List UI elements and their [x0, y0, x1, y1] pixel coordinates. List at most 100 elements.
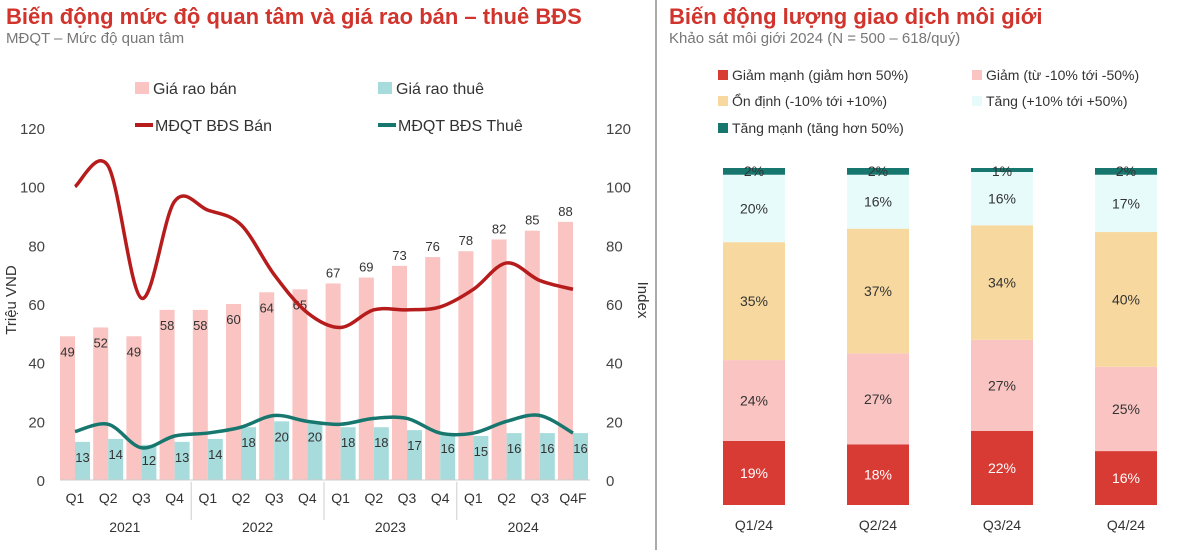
bar-rent-label: 16 [573, 441, 587, 456]
bar-rent-price [141, 444, 157, 480]
y2-tick-label: 60 [606, 297, 623, 314]
bar-sale-price [192, 309, 208, 480]
segment-label: 34% [988, 275, 1016, 291]
segment-label: 16% [988, 190, 1016, 206]
y-tick-label: 100 [20, 180, 45, 197]
right-chart-subtitle: Khảo sát môi giới 2024 (N = 500 – 618/qu… [669, 30, 961, 47]
x-tick-label: Q1 [198, 490, 217, 506]
bar-rent-price [407, 430, 422, 480]
bar-sale-label: 76 [425, 239, 439, 254]
bar-rent-label: 18 [374, 435, 388, 450]
bar-rent-label: 15 [474, 444, 488, 459]
segment-label: 18% [864, 467, 892, 483]
y2-axis-label: Index [634, 282, 651, 319]
x-tick-label: Q3/24 [983, 517, 1021, 533]
segment-label: 2% [744, 163, 764, 179]
stacked-bar-segment [723, 174, 785, 243]
bar-sale-price [558, 221, 573, 480]
x-tick-label: Q3 [530, 490, 549, 506]
y-tick-label: 80 [28, 238, 45, 255]
legend-label: Giảm (từ -10% tới -50%) [986, 67, 1139, 83]
x-tick-label: Q2 [497, 490, 516, 506]
legend-swatch [378, 123, 396, 127]
legend-label: Giá rao thuê [396, 81, 484, 98]
x-tick-label: Q2 [99, 490, 118, 506]
bar-sale-price [425, 257, 441, 480]
x-tick-label: Q3 [132, 490, 151, 506]
y2-tick-label: 120 [606, 121, 631, 138]
legend-label: Ổn định (-10% tới +10%) [732, 92, 887, 109]
segment-label: 27% [988, 377, 1016, 393]
segment-label: 24% [740, 393, 768, 409]
y2-tick-label: 0 [606, 473, 614, 490]
segment-label: 20% [740, 200, 768, 216]
bar-sale-label: 88 [558, 204, 572, 219]
bar-rent-price [307, 421, 323, 480]
bar-rent-label: 17 [407, 438, 421, 453]
x-tick-label: Q4/24 [1107, 517, 1145, 533]
bar-sale-label: 49 [127, 344, 141, 359]
bar-rent-label: 12 [142, 453, 156, 468]
right-chart-title: Biến động lượng giao dịch môi giới [669, 4, 1043, 29]
bar-sale-label: 73 [392, 248, 406, 263]
bar-sale-price [159, 309, 175, 480]
y-tick-label: 20 [28, 414, 45, 431]
bar-sale-price [358, 277, 374, 480]
bar-sale-label: 64 [259, 300, 273, 315]
y2-tick-label: 40 [606, 356, 623, 373]
y-axis-label: Triệu VND [3, 265, 20, 335]
bar-sale-label: 60 [226, 312, 240, 327]
bar-rent-label: 16 [507, 441, 521, 456]
legend-swatch [972, 70, 982, 80]
bar-rent-price [174, 441, 190, 480]
bar-rent-price [207, 438, 223, 480]
stacked-bar-segment [847, 168, 909, 175]
bar-rent-label: 16 [440, 441, 454, 456]
stacked-bar-segment [971, 339, 1033, 431]
legend-swatch [378, 82, 392, 94]
y-tick-label: 120 [20, 121, 45, 138]
year-label: 2023 [375, 519, 406, 535]
bar-rent-label: 18 [241, 435, 255, 450]
x-tick-label: Q4 [165, 490, 184, 506]
x-tick-label: Q2/24 [859, 517, 897, 533]
stacked-bar-segment [1095, 451, 1157, 505]
segment-label: 17% [1112, 195, 1140, 211]
bar-sale-price [292, 289, 308, 480]
stacked-bar-segment [723, 360, 785, 441]
bar-sale-label: 78 [459, 233, 473, 248]
segment-label: 35% [740, 293, 768, 309]
x-tick-label: Q2 [232, 490, 251, 506]
stacked-bar-segment [971, 171, 1033, 226]
segment-label: 25% [1112, 401, 1140, 417]
legend-label: Tăng (+10% tới +50%) [986, 93, 1127, 109]
stacked-bar-segment [847, 444, 909, 505]
legend-label: Giảm mạnh (giảm hơn 50%) [732, 67, 908, 83]
bar-sale-label: 49 [60, 344, 74, 359]
bar-rent-label: 20 [274, 429, 288, 444]
segment-label: 37% [864, 283, 892, 299]
line-sale-index [73, 159, 574, 330]
legend-swatch [718, 70, 728, 80]
x-tick-label: Q1 [66, 490, 85, 506]
bar-sale-label: 85 [525, 213, 539, 228]
year-label: 2021 [109, 519, 140, 535]
segment-label: 22% [988, 460, 1016, 476]
segment-label: 1% [992, 163, 1012, 179]
legend-label: Tăng mạnh (tăng hơn 50%) [732, 120, 904, 136]
stacked-bar-segment [1095, 168, 1157, 175]
legend-swatch [135, 82, 149, 94]
bar-rent-label: 20 [308, 429, 322, 444]
left-chart-subtitle: MĐQT – Mức độ quan tâm [6, 30, 185, 47]
legend-label: MĐQT BĐS Bán [155, 118, 272, 135]
year-label: 2024 [508, 519, 539, 535]
bar-sale-price [226, 304, 241, 480]
segment-label: 2% [1116, 163, 1136, 179]
bar-rent-price [506, 433, 522, 480]
line-rent-index [74, 413, 574, 450]
stacked-bar-segment [847, 174, 909, 229]
stacked-bar-segment [723, 168, 785, 175]
bar-sale-price [458, 251, 474, 480]
bar-sale-price [392, 265, 407, 480]
